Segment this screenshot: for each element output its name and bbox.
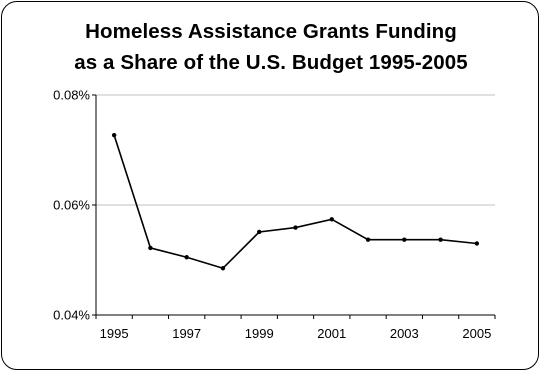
data-point: [148, 245, 153, 251]
axes: [92, 94, 496, 319]
data-point: [365, 237, 371, 242]
data-point: [293, 225, 298, 230]
gridlines: [96, 94, 495, 206]
x-tick-label: 2005: [462, 326, 491, 341]
data-point: [329, 217, 334, 222]
y-tick-label: 0.04%: [53, 308, 90, 323]
series: [111, 132, 480, 271]
y-tick-label: 0.06%: [53, 198, 90, 213]
data-point: [220, 266, 226, 271]
y-tick-label: 0.08%: [53, 88, 90, 103]
series-line: [113, 134, 477, 270]
x-tick-label: 1999: [245, 326, 274, 341]
chart-title-line-1: Homeless Assistance Grants Funding: [85, 20, 457, 43]
x-tick-label: 1995: [100, 326, 129, 341]
data-point: [474, 241, 480, 246]
chart-title-line-2: as a Share of the U.S. Budget 1995-2005: [74, 51, 468, 74]
data-point: [257, 229, 262, 235]
data-point: [111, 132, 117, 138]
data-point: [184, 255, 189, 260]
x-tick-label: 2001: [317, 326, 346, 341]
data-point: [402, 237, 407, 242]
x-tick-label: 2003: [390, 326, 419, 341]
data-point: [438, 237, 443, 242]
x-tick-label: 1997: [172, 326, 201, 341]
tick-labels: 0.04% 0.06% 0.08% 1995 1997 1999 2001 2003 2005: [53, 88, 491, 342]
